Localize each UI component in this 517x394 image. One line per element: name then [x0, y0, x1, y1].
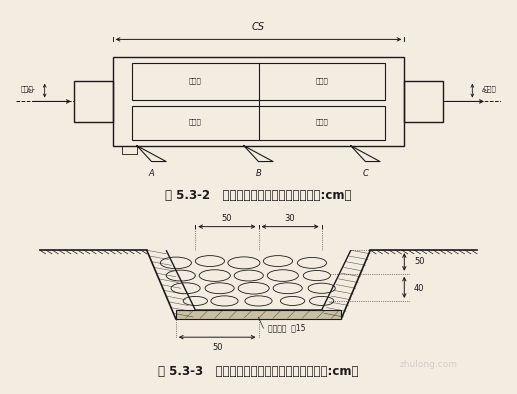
Text: 30: 30	[285, 214, 295, 223]
Bar	[123, 146, 137, 154]
Polygon shape	[176, 310, 341, 319]
Text: 40: 40	[414, 284, 424, 293]
Text: b·r: b·r	[482, 88, 491, 93]
Text: B: B	[255, 169, 262, 178]
Text: 沉沙池: 沉沙池	[315, 119, 328, 125]
Text: 图 5.3-2   干础石沉沙池平面设计图（单位:cm）: 图 5.3-2 干础石沉沙池平面设计图（单位:cm）	[165, 189, 352, 201]
Bar	[132, 106, 385, 140]
Text: 砂砂对层  厕15: 砂砂对层 厕15	[268, 323, 306, 333]
Text: 50: 50	[414, 256, 424, 266]
Bar	[132, 63, 385, 100]
Bar	[404, 81, 443, 122]
Bar	[74, 81, 113, 122]
Text: 出水口: 出水口	[484, 85, 497, 92]
Text: 图 5.3-3   干础石排水沟典型设计断面图（单位:cm）: 图 5.3-3 干础石排水沟典型设计断面图（单位:cm）	[158, 365, 359, 378]
Text: 进水口: 进水口	[20, 85, 33, 92]
Text: A: A	[149, 169, 155, 178]
Text: 50: 50	[212, 343, 222, 351]
Text: zhulong.com: zhulong.com	[400, 360, 458, 369]
Text: C: C	[362, 169, 368, 178]
Text: 沉沙池: 沉沙池	[189, 78, 202, 84]
Text: 50: 50	[222, 214, 232, 223]
Text: 沉沙池: 沉沙池	[189, 119, 202, 125]
Text: b·r: b·r	[26, 88, 35, 93]
Bar	[113, 57, 404, 146]
Text: CS: CS	[252, 22, 265, 32]
Text: 格栅孔: 格栅孔	[315, 78, 328, 84]
